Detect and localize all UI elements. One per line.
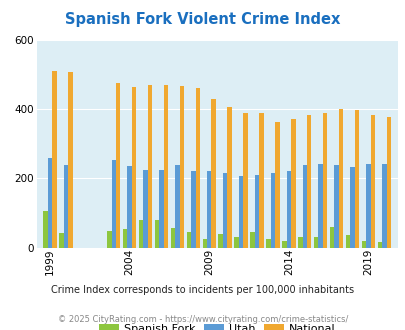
Bar	[43, 211, 48, 248]
Bar	[290, 118, 295, 248]
Bar	[270, 173, 275, 248]
Bar	[68, 72, 72, 248]
Bar	[132, 87, 136, 248]
Bar	[234, 237, 238, 248]
Bar	[350, 167, 354, 248]
Bar	[64, 165, 68, 248]
Bar	[143, 170, 147, 248]
Bar	[370, 115, 374, 248]
Bar	[195, 88, 200, 248]
Bar	[175, 165, 179, 248]
Bar	[318, 164, 322, 248]
Bar	[171, 228, 175, 248]
Bar	[211, 99, 215, 248]
Bar	[52, 72, 57, 248]
Bar	[313, 237, 318, 248]
Bar	[275, 122, 279, 248]
Bar	[254, 175, 259, 248]
Bar	[338, 109, 343, 248]
Bar	[322, 114, 326, 248]
Bar	[329, 227, 334, 248]
Bar	[297, 237, 302, 248]
Bar	[218, 234, 222, 248]
Bar	[59, 233, 64, 248]
Bar	[334, 165, 338, 248]
Bar	[250, 232, 254, 248]
Bar	[111, 160, 116, 248]
Bar	[345, 235, 350, 248]
Bar	[361, 241, 365, 248]
Bar	[179, 86, 183, 248]
Bar	[207, 171, 211, 248]
Bar	[377, 242, 381, 248]
Bar	[381, 164, 386, 248]
Bar	[163, 85, 168, 248]
Bar	[191, 171, 195, 248]
Text: © 2025 CityRating.com - https://www.cityrating.com/crime-statistics/: © 2025 CityRating.com - https://www.city…	[58, 315, 347, 324]
Bar	[147, 85, 152, 248]
Text: Crime Index corresponds to incidents per 100,000 inhabitants: Crime Index corresponds to incidents per…	[51, 285, 354, 295]
Bar	[365, 164, 370, 248]
Bar	[281, 241, 286, 248]
Bar	[306, 115, 311, 248]
Text: Spanish Fork Violent Crime Index: Spanish Fork Violent Crime Index	[65, 12, 340, 26]
Bar	[127, 166, 132, 248]
Bar	[259, 114, 263, 248]
Bar	[266, 239, 270, 248]
Bar	[116, 83, 120, 248]
Bar	[107, 231, 111, 248]
Bar	[286, 171, 290, 248]
Bar	[202, 239, 207, 248]
Bar	[227, 107, 231, 248]
Bar	[186, 232, 191, 248]
Bar	[238, 177, 243, 248]
Bar	[386, 117, 390, 248]
Bar	[139, 220, 143, 248]
Bar	[48, 158, 52, 248]
Bar	[123, 229, 127, 248]
Bar	[243, 114, 247, 248]
Bar	[354, 110, 358, 248]
Bar	[222, 173, 227, 248]
Bar	[159, 170, 163, 248]
Legend: Spanish Fork, Utah, National: Spanish Fork, Utah, National	[95, 319, 339, 330]
Bar	[302, 165, 306, 248]
Bar	[154, 220, 159, 248]
